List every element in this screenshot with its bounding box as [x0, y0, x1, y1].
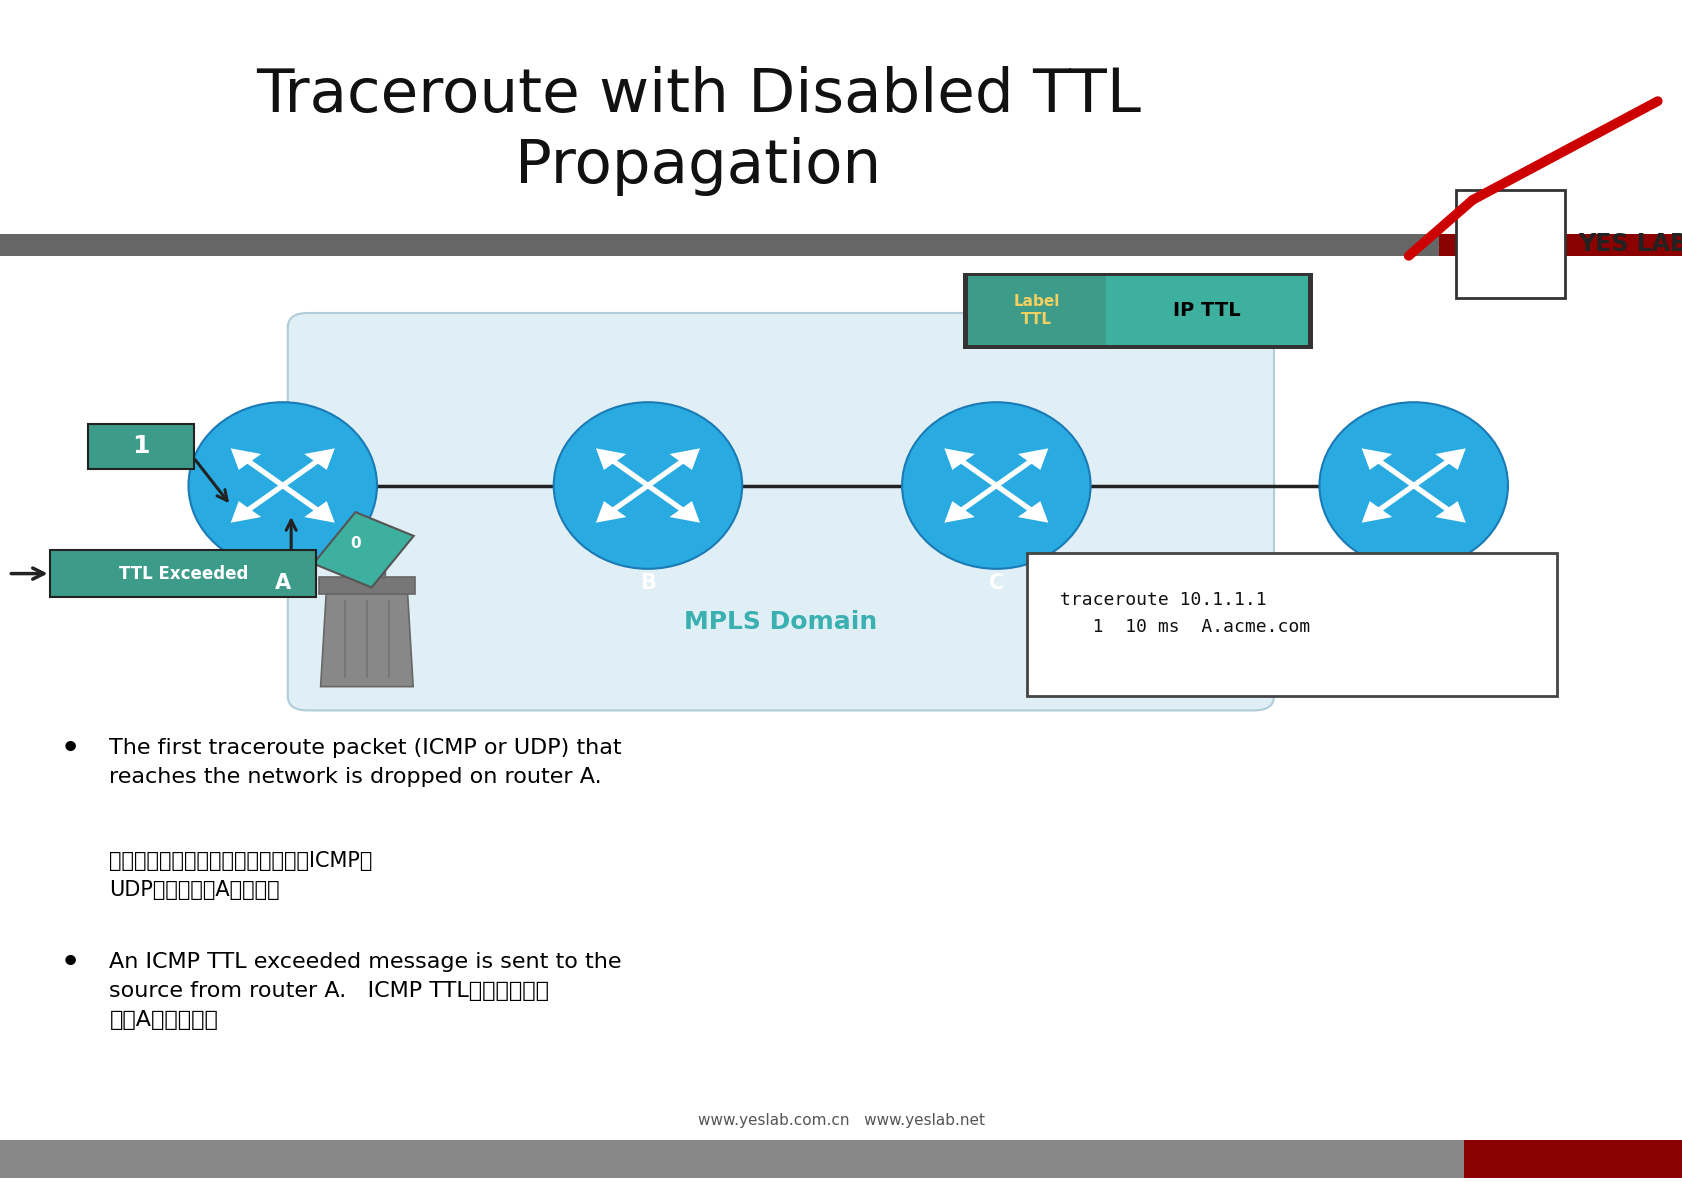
Ellipse shape [902, 402, 1090, 569]
Bar [318, 577, 415, 594]
FancyArrow shape [1413, 486, 1462, 520]
Text: C: C [987, 574, 1004, 594]
Ellipse shape [1319, 402, 1507, 569]
Bar [0, 234, 1438, 256]
FancyArrow shape [1364, 451, 1413, 486]
FancyArrow shape [599, 486, 648, 520]
Bar [1463, 1140, 1682, 1178]
FancyArrow shape [947, 486, 996, 520]
Text: Label
TTL: Label TTL [1013, 294, 1060, 327]
Polygon shape [320, 594, 412, 687]
FancyArrow shape [234, 451, 283, 486]
Text: D: D [1404, 574, 1421, 594]
Bar [87, 424, 193, 469]
FancyArrow shape [283, 451, 331, 486]
Bar [962, 273, 1312, 349]
Text: www.yeslab.com.cn   www.yeslab.net: www.yeslab.com.cn www.yeslab.net [698, 1114, 984, 1128]
Ellipse shape [553, 402, 742, 569]
FancyArrow shape [996, 451, 1045, 486]
FancyArrow shape [283, 486, 331, 520]
FancyBboxPatch shape [288, 313, 1273, 710]
Bar [1438, 234, 1682, 256]
FancyArrow shape [1413, 451, 1462, 486]
Text: IP TTL: IP TTL [1172, 301, 1240, 320]
Text: •: • [61, 946, 81, 981]
FancyArrow shape [947, 451, 996, 486]
Ellipse shape [188, 402, 377, 569]
Bar [1026, 553, 1556, 696]
Text: An ICMP TTL exceeded message is sent to the
source from router A.   ICMP TTL超时消息: An ICMP TTL exceeded message is sent to … [109, 952, 622, 1029]
FancyArrow shape [996, 486, 1045, 520]
Text: MPLS Domain: MPLS Domain [685, 610, 876, 634]
Text: A: A [274, 574, 291, 594]
Text: 到达网络的第一个跟踪路由数据包（ICMP或
UDP）在路由器A上丢弃。: 到达网络的第一个跟踪路由数据包（ICMP或 UDP）在路由器A上丢弃。 [109, 851, 372, 900]
Polygon shape [313, 512, 414, 588]
Text: 1: 1 [131, 434, 150, 458]
Text: YES LAB: YES LAB [1578, 232, 1682, 256]
Bar [1455, 190, 1564, 298]
Text: B: B [639, 574, 656, 594]
Text: TTL Exceeded: TTL Exceeded [119, 564, 247, 583]
Text: 0: 0 [350, 537, 360, 551]
Bar [50, 550, 316, 597]
Bar [967, 276, 1105, 345]
Text: •: • [61, 732, 81, 766]
Bar [0, 1140, 1463, 1178]
Text: Propagation: Propagation [515, 137, 881, 196]
FancyArrow shape [234, 486, 283, 520]
FancyArrow shape [648, 486, 696, 520]
Bar [1105, 276, 1307, 345]
Bar [348, 564, 385, 577]
Text: The first traceroute packet (ICMP or UDP) that
reaches the network is dropped on: The first traceroute packet (ICMP or UDP… [109, 738, 622, 787]
Text: Traceroute with Disabled TTL: Traceroute with Disabled TTL [256, 65, 1140, 125]
Text: traceroute 10.1.1.1
   1  10 ms  A.acme.com: traceroute 10.1.1.1 1 10 ms A.acme.com [1060, 591, 1310, 635]
FancyArrow shape [599, 451, 648, 486]
FancyArrow shape [648, 451, 696, 486]
FancyArrow shape [1364, 486, 1413, 520]
